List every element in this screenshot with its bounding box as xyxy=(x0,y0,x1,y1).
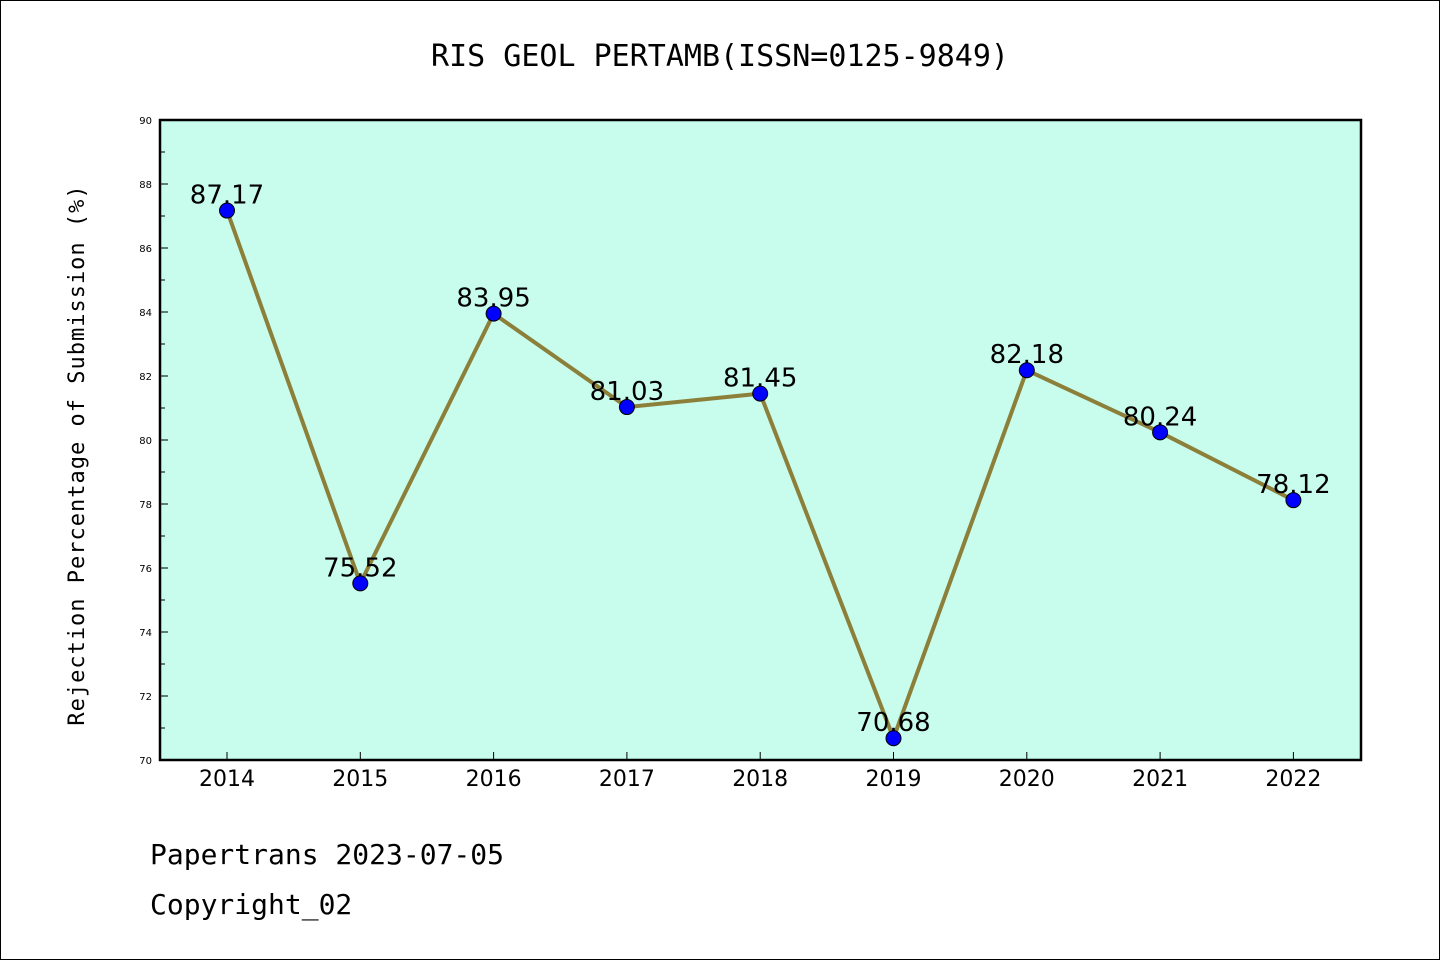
data-label: 87.17 xyxy=(190,181,264,211)
y-tick-label: 70 xyxy=(139,756,152,767)
x-tick-label: 2020 xyxy=(999,767,1055,792)
x-axis-ticks: 2014 2015 2016 2017 2018 2019 2020 2021 2022 xyxy=(199,752,1321,792)
y-tick-label: 82 xyxy=(139,372,152,383)
x-tick-label: 2014 xyxy=(199,767,255,792)
plot-area xyxy=(160,120,1361,760)
data-markers xyxy=(219,202,1302,747)
y-tick-label: 74 xyxy=(139,628,152,639)
data-point-marker xyxy=(219,202,235,219)
x-tick-label: 2016 xyxy=(466,767,522,792)
data-labels: 87.17 75.52 83.95 81.03 81.45 70.68 82.18 80.24… xyxy=(190,181,1331,739)
data-point-marker xyxy=(1152,424,1169,441)
data-point-marker xyxy=(1285,492,1302,509)
data-label: 75.52 xyxy=(323,553,397,583)
data-label: 82.18 xyxy=(990,340,1064,370)
footer-copyright: Copyright_02 xyxy=(150,888,352,922)
data-label: 78.12 xyxy=(1256,470,1330,500)
data-label: 81.03 xyxy=(590,377,664,407)
y-tick-label: 72 xyxy=(139,692,152,703)
x-tick-label: 2022 xyxy=(1265,767,1321,792)
y-tick-label: 80 xyxy=(139,436,152,447)
chart-title: RIS GEOL PERTAMB(ISSN=0125-9849) xyxy=(431,39,1009,74)
data-point-marker xyxy=(618,399,635,416)
x-tick-label: 2017 xyxy=(599,767,655,792)
data-label: 70.68 xyxy=(856,708,930,738)
y-tick-label: 88 xyxy=(139,180,152,191)
y-tick-label: 90 xyxy=(139,116,152,127)
y-axis-label: Rejection Percentage of Submission (%) xyxy=(65,184,90,725)
y-tick-label: 78 xyxy=(139,500,152,511)
x-tick-label: 2021 xyxy=(1132,767,1188,792)
data-point-marker xyxy=(885,730,902,747)
data-point-marker xyxy=(752,385,769,402)
x-tick-label: 2019 xyxy=(866,767,922,792)
data-label: 80.24 xyxy=(1123,402,1197,432)
footer-date: Papertrans 2023-07-05 xyxy=(150,838,504,871)
x-tick-label: 2015 xyxy=(332,767,388,792)
data-point-marker xyxy=(1018,362,1035,379)
data-label: 83.95 xyxy=(456,284,530,314)
y-tick-label: 76 xyxy=(139,564,152,575)
y-axis-ticks: 70 72 74 76 78 80 82 84 86 88 90 xyxy=(139,116,168,767)
data-point-marker xyxy=(485,305,502,322)
y-tick-label: 84 xyxy=(139,308,152,319)
data-point-marker xyxy=(352,575,369,592)
y-tick-label: 86 xyxy=(139,244,152,255)
data-label: 81.45 xyxy=(723,364,797,394)
x-tick-label: 2018 xyxy=(732,767,788,792)
plot-border xyxy=(158,118,1363,762)
